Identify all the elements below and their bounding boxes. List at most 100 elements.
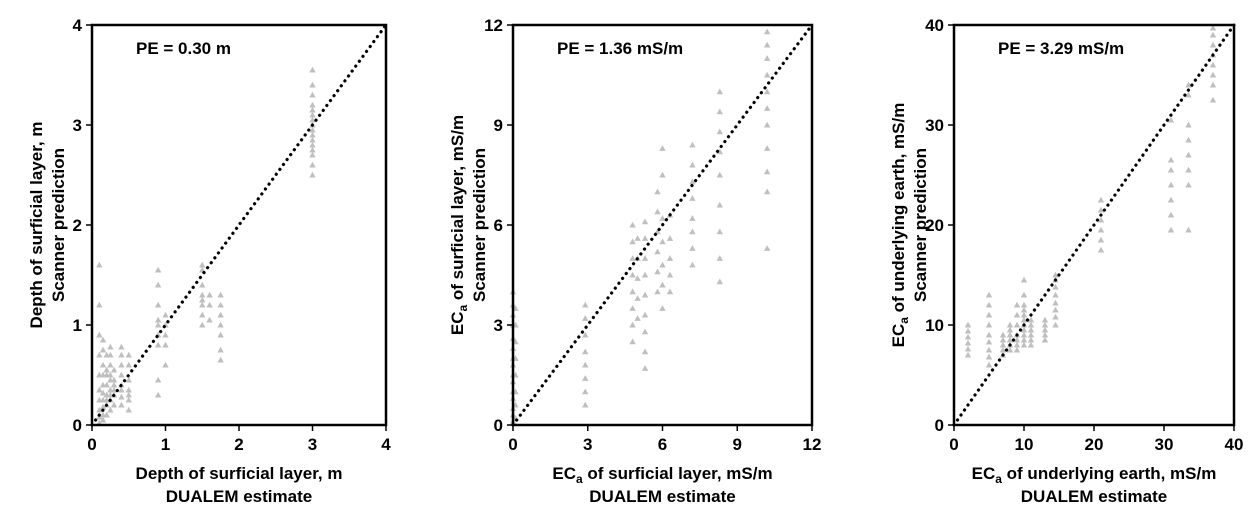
data-point-9-3 xyxy=(689,215,696,221)
data-point-0-5 xyxy=(964,321,972,328)
x-tick-label: 30 xyxy=(1155,435,1174,454)
data-point-10-3 xyxy=(716,201,724,208)
data-point-2-2 xyxy=(582,375,589,381)
data-point-10-0 xyxy=(206,316,213,323)
data-point-7-1 xyxy=(1041,331,1049,338)
data-point-3-3 xyxy=(1006,331,1014,338)
data-point-5-10 xyxy=(1020,276,1028,283)
data-point-7-0 xyxy=(1041,336,1049,343)
y-tick-label: 1 xyxy=(73,316,82,335)
data-point-2-5 xyxy=(582,331,589,338)
data-point-11-3 xyxy=(217,321,224,328)
data-point-6-3 xyxy=(125,386,132,393)
data-point-6-4 xyxy=(125,376,132,383)
data-point-8-3 xyxy=(1052,299,1059,306)
data-point-6-2 xyxy=(1027,331,1035,338)
data-point-9-7 xyxy=(689,141,696,148)
x-axis-label: ECa of underlying earth, mS/m xyxy=(972,464,1217,486)
data-point-3-7 xyxy=(107,351,114,358)
x-tick-label: 0 xyxy=(508,435,517,454)
data-point-3-5 xyxy=(1006,321,1014,328)
data-point-9-4 xyxy=(199,291,206,298)
data-point-11-5 xyxy=(763,105,771,111)
data-point-9-1 xyxy=(199,311,206,318)
data-point-12-1 xyxy=(309,161,316,168)
data-point-5-6 xyxy=(641,255,649,261)
data-point-9-5 xyxy=(689,178,696,185)
data-point-2-1 xyxy=(582,388,589,395)
data-point-10-6 xyxy=(716,128,724,135)
y-tick-label: 3 xyxy=(73,116,82,135)
data-point-2-4 xyxy=(999,331,1007,338)
data-point-0-4 xyxy=(964,327,972,334)
data-point-1-0 xyxy=(985,361,993,368)
data-point-11-3 xyxy=(763,145,771,151)
data-point-5-1 xyxy=(641,348,649,355)
y-tick-label: 9 xyxy=(494,116,503,135)
data-point-12-7 xyxy=(309,126,316,133)
data-point-11-1 xyxy=(1185,181,1192,188)
data-point-3-7 xyxy=(629,221,636,228)
x-tick-label: 1 xyxy=(161,435,170,454)
pe-annotation: PE = 3.29 mS/m xyxy=(998,39,1124,58)
data-point-7-2 xyxy=(154,341,162,348)
data-point-6-1 xyxy=(654,268,661,275)
data-point-11-6 xyxy=(217,291,224,298)
data-point-3-0 xyxy=(629,338,636,345)
data-point-8-2 xyxy=(1052,306,1059,313)
pe-annotation: PE = 0.30 m xyxy=(136,39,231,58)
data-point-4-1 xyxy=(1013,341,1021,348)
data-point-11-6 xyxy=(763,88,771,95)
y-tick-label: 10 xyxy=(925,316,944,335)
data-point-0-7 xyxy=(96,331,103,338)
data-point-2-7 xyxy=(582,301,589,308)
y-tick-label: 20 xyxy=(925,216,944,235)
data-point-5-3 xyxy=(1020,326,1028,333)
data-point-9-0 xyxy=(199,321,206,328)
data-point-12-5 xyxy=(309,136,316,143)
y-tick-label: 0 xyxy=(73,416,82,435)
data-point-3-4 xyxy=(629,271,636,278)
data-point-10-7 xyxy=(716,108,724,115)
y-axis-label-line2: Scanner prediction xyxy=(470,148,489,302)
data-point-9-4 xyxy=(1097,206,1105,213)
data-point-9-5 xyxy=(1097,196,1105,203)
data-point-9-6 xyxy=(689,161,696,168)
y-tick-label: 4 xyxy=(73,16,83,35)
x-tick-label: 12 xyxy=(803,435,822,454)
data-point-5-0 xyxy=(1020,341,1028,348)
y-axis-label-line2: Scanner prediction xyxy=(49,148,68,302)
data-point-6-3 xyxy=(1027,326,1035,333)
data-point-11-9 xyxy=(763,41,771,48)
data-point-12-12 xyxy=(309,101,316,108)
data-point-2-0 xyxy=(103,411,110,418)
data-point-1-6 xyxy=(985,311,993,318)
data-point-12-7 xyxy=(1209,24,1217,31)
data-point-12-0 xyxy=(1209,96,1217,103)
x-axis-label: Depth of surficial layer, m xyxy=(136,464,343,483)
data-point-12-5 xyxy=(1209,41,1217,48)
data-point-5-5 xyxy=(118,361,125,368)
data-point-1-2 xyxy=(985,346,993,353)
x-tick-label: 40 xyxy=(1225,435,1244,454)
data-point-8-1 xyxy=(1052,313,1059,320)
data-point-7-3 xyxy=(1041,321,1049,328)
data-point-8-1 xyxy=(162,341,169,348)
data-point-2-2 xyxy=(999,341,1007,348)
data-points xyxy=(509,28,771,425)
y-tick-label: 12 xyxy=(484,16,503,35)
chart-panel-3: 0 10 20 30 40 0 10 20 30 40 PE = 3.29 mS/m ECa of u… xyxy=(889,16,1243,506)
data-point-2-4 xyxy=(103,381,110,388)
pe-annotation: PE = 1.36 mS/m xyxy=(557,39,683,58)
x-axis-label-line2: DUALEM estimate xyxy=(589,487,735,506)
data-point-1-4 xyxy=(985,331,993,338)
data-point-7-6 xyxy=(154,301,162,308)
data-point-12-11 xyxy=(309,106,316,113)
x-tick-label: 6 xyxy=(658,435,667,454)
data-point-8-7 xyxy=(1052,271,1059,278)
data-point-10-4 xyxy=(1167,166,1175,173)
data-point-11-6 xyxy=(1185,91,1192,98)
data-point-5-4 xyxy=(641,291,649,298)
data-point-1-9 xyxy=(99,336,107,343)
data-point-12-15 xyxy=(309,66,316,73)
